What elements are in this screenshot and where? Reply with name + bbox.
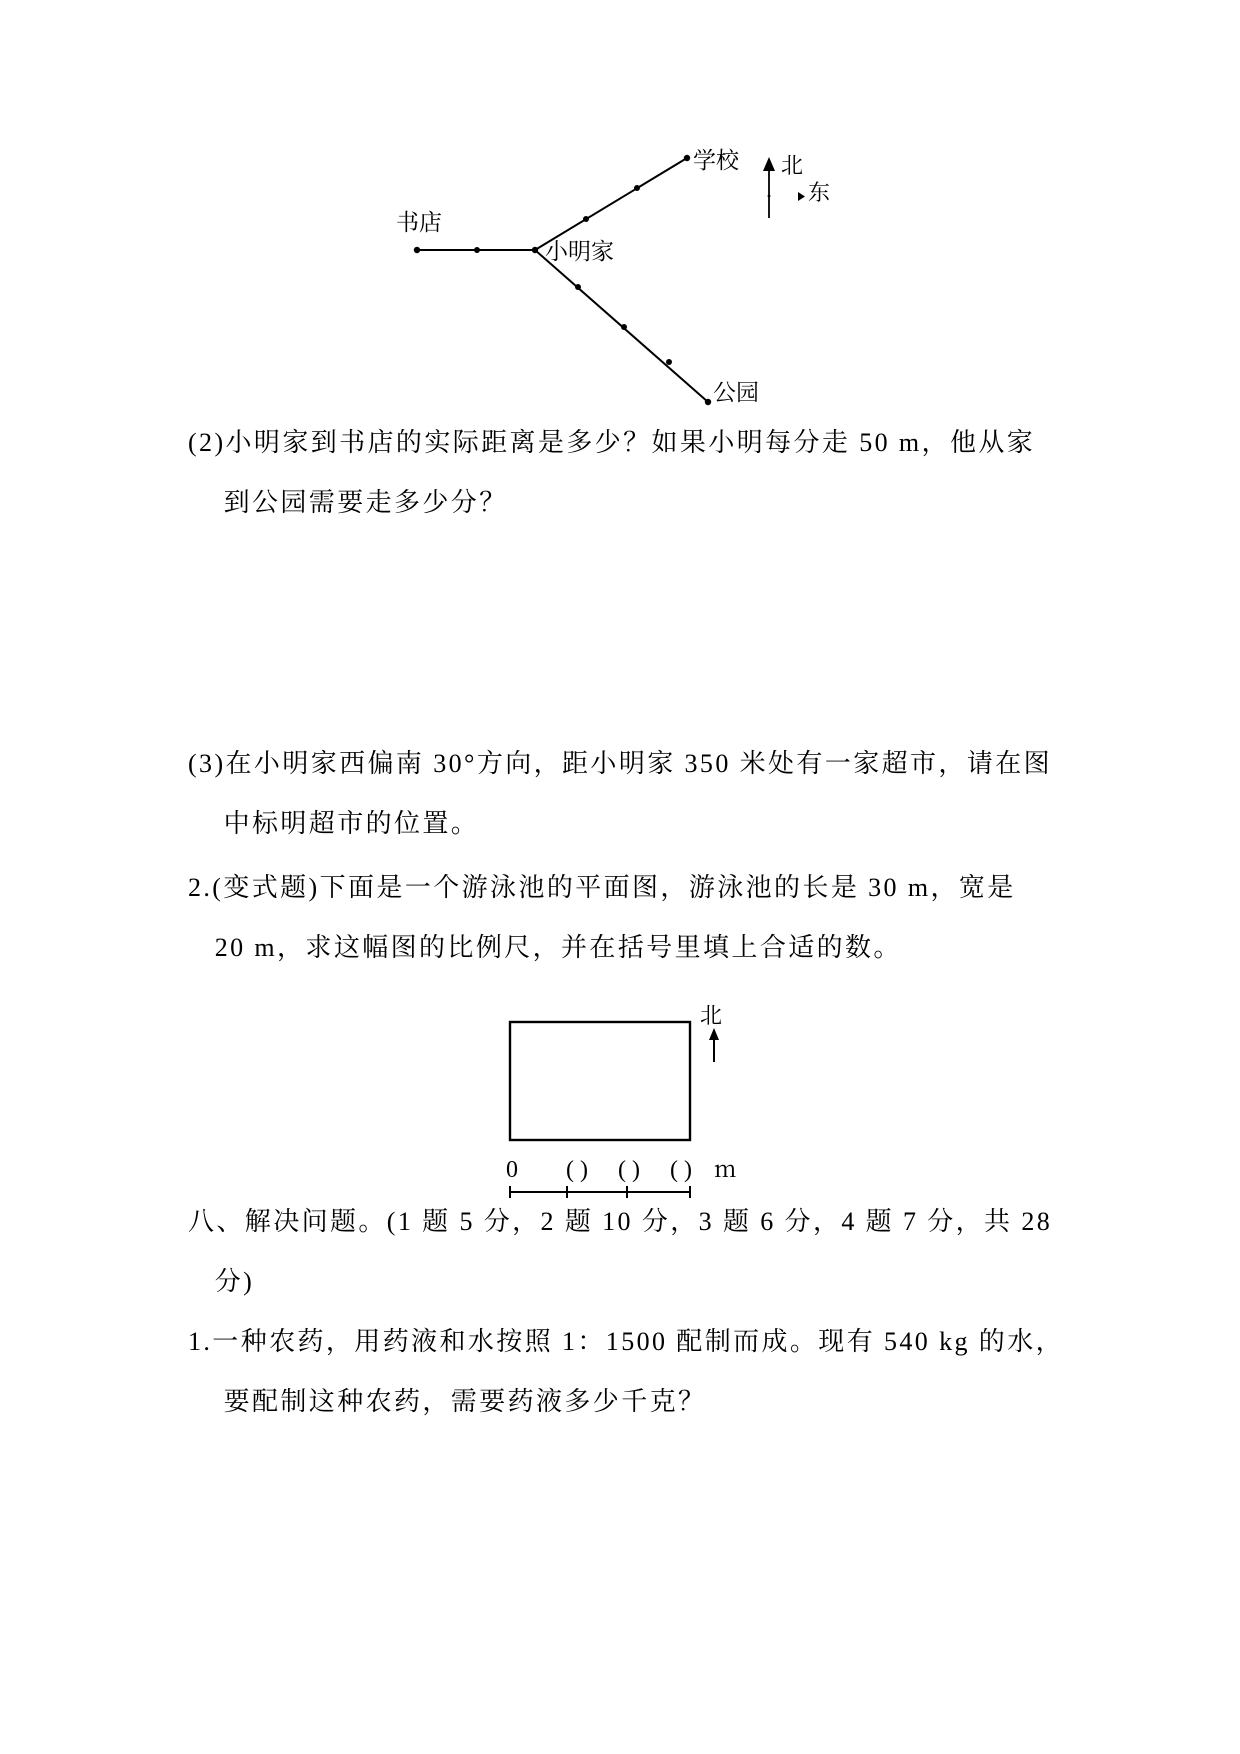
svg-text:北: 北 xyxy=(700,1000,722,1030)
svg-text:公园: 公园 xyxy=(713,374,759,407)
svg-text:小明家: 小明家 xyxy=(545,233,614,266)
svg-text:学校: 学校 xyxy=(693,142,740,175)
svg-text:东: 东 xyxy=(808,176,830,207)
svg-text:0: 0 xyxy=(506,1157,518,1183)
svg-text:m: m xyxy=(714,1151,736,1184)
svg-text:书店: 书店 xyxy=(396,204,442,237)
svg-text:北: 北 xyxy=(781,149,803,180)
svg-text:( ): ( ) xyxy=(566,1157,588,1183)
svg-text:( ): ( ) xyxy=(618,1157,640,1183)
svg-text:( ): ( ) xyxy=(670,1157,692,1183)
